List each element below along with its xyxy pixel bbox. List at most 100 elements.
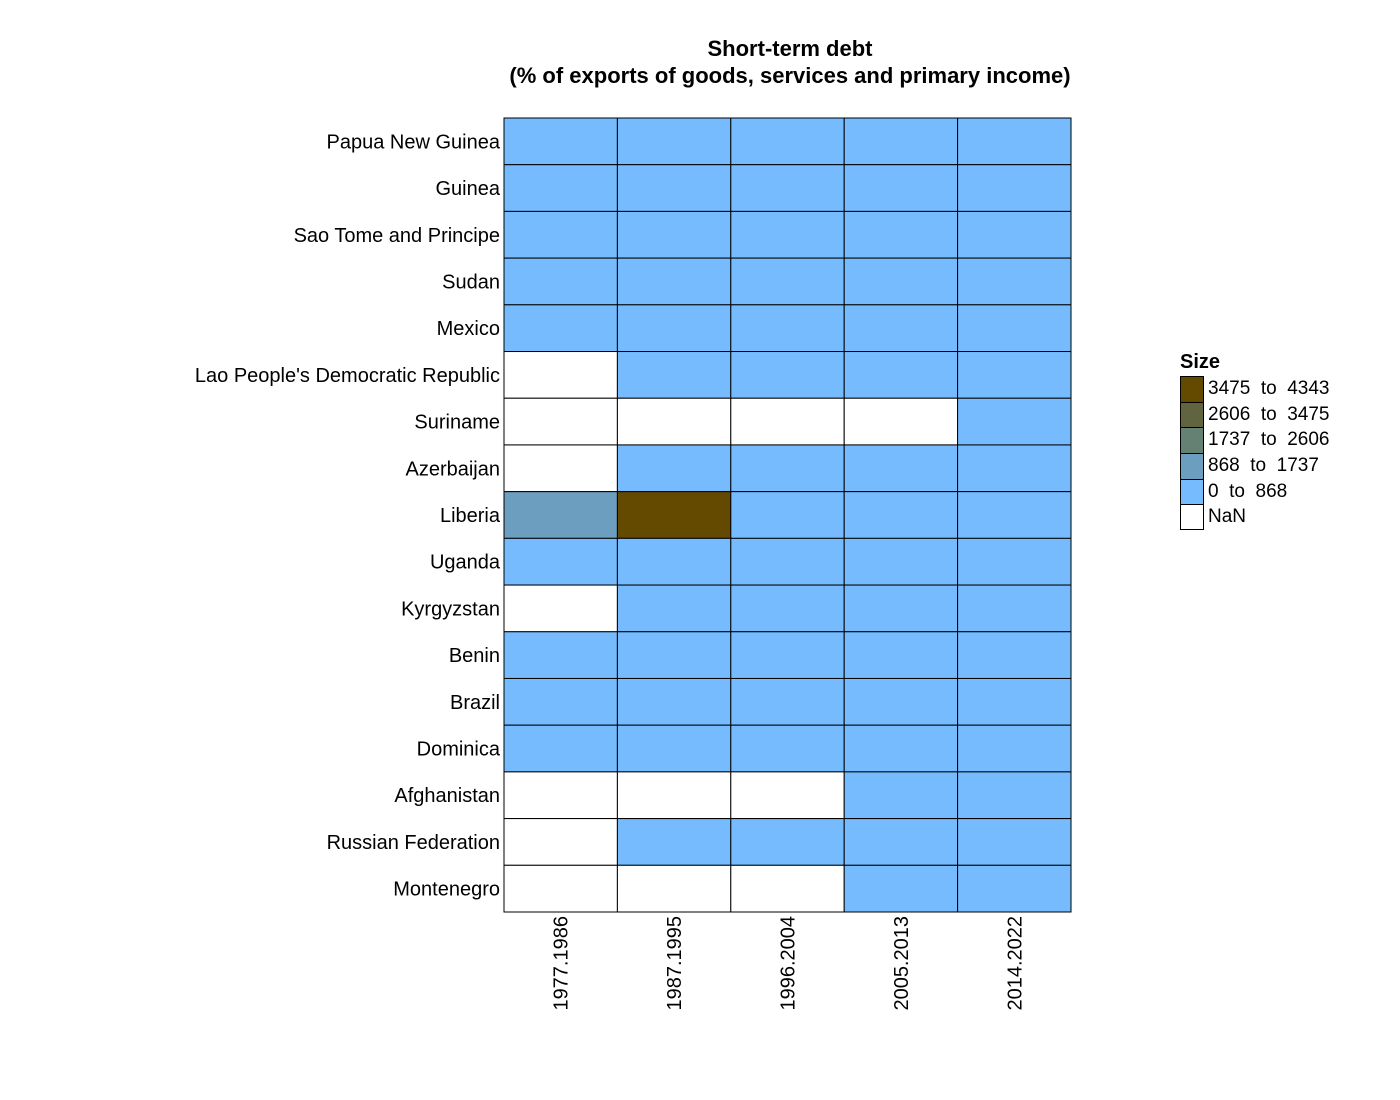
row-label: Kyrgyzstan [401, 598, 500, 620]
heatmap-cell [843, 771, 959, 820]
heatmap-cell [730, 444, 845, 493]
row-label: Azerbaijan [405, 458, 500, 480]
heatmap-cell [616, 210, 732, 259]
row-label: Dominica [417, 739, 501, 761]
heatmap-cell [616, 491, 732, 539]
legend-entry: NaN [1180, 504, 1330, 531]
legend-label: 3475 to 4343 [1208, 377, 1330, 399]
heatmap-cell [957, 491, 1072, 539]
legend-swatch [1180, 453, 1204, 479]
heatmap-cell [730, 164, 845, 212]
heatmap-cell [957, 117, 1072, 166]
row-label: Sao Tome and Principe [294, 225, 500, 247]
heatmap-cell [616, 584, 732, 633]
heatmap-cell [616, 818, 732, 866]
heatmap-cell [957, 818, 1072, 866]
heatmap-cell [843, 631, 959, 679]
heatmap-cell [730, 257, 845, 306]
heatmap-cell [957, 631, 1072, 679]
legend-label: 2606 to 3475 [1208, 403, 1330, 425]
chart-subtitle: (% of exports of goods, services and pri… [509, 63, 1071, 88]
heatmap-cell [843, 584, 959, 633]
heatmap-cell [616, 164, 732, 212]
heatmap-cell [503, 304, 618, 353]
heatmap-cell [957, 164, 1072, 212]
heatmap-cell [616, 724, 732, 773]
heatmap-cell [616, 677, 732, 726]
heatmap-cell [730, 537, 845, 586]
column-label: 1987.1995 [664, 916, 686, 1011]
legend-label: 868 to 1737 [1208, 454, 1319, 476]
heatmap-cell [503, 771, 618, 820]
row-label: Mexico [437, 318, 500, 340]
heatmap-cell [503, 351, 618, 399]
heatmap-cell [957, 351, 1072, 399]
heatmap-cell [730, 631, 845, 679]
heatmap-cell [843, 351, 959, 399]
heatmap-cell [843, 444, 959, 493]
heatmap-cell [616, 397, 732, 446]
heatmap-cell [616, 444, 732, 493]
row-label: Benin [449, 645, 500, 667]
row-label: Sudan [442, 271, 500, 293]
legend-swatch [1180, 401, 1204, 428]
heatmap-cell [730, 304, 845, 353]
heatmap-cell [843, 537, 959, 586]
heatmap-cell [730, 818, 845, 866]
heatmap-cell [730, 584, 845, 633]
heatmap-cell [730, 210, 845, 259]
heatmap-cell [503, 444, 618, 493]
heatmap-cell [843, 117, 959, 166]
row-label: Lao People's Democratic Republic [195, 365, 500, 387]
heatmap-cell [843, 677, 959, 726]
heatmap-cell [616, 351, 732, 399]
row-label: Liberia [440, 505, 501, 527]
legend-swatch [1180, 504, 1204, 531]
heatmap-cell [843, 304, 959, 353]
heatmap-cell [503, 117, 618, 166]
heatmap-cell [843, 491, 959, 539]
heatmap-cell [843, 397, 959, 446]
heatmap-cell [957, 771, 1072, 820]
heatmap-cell [957, 677, 1072, 726]
row-label: Guinea [436, 178, 501, 200]
heatmap-cell [730, 677, 845, 726]
heatmap-cell [503, 164, 618, 212]
heatmap-cell [843, 724, 959, 773]
column-label: 1977.1986 [551, 916, 573, 1011]
column-label: 1996.2004 [778, 916, 800, 1011]
legend-entry: 1737 to 2606 [1180, 427, 1330, 454]
row-label: Uganda [430, 552, 501, 574]
heatmap-cell [957, 537, 1072, 586]
heatmap-cell [730, 491, 845, 539]
legend-entry: 868 to 1737 [1180, 453, 1330, 479]
heatmap-cell [843, 818, 959, 866]
column-label: 2014.2022 [1004, 916, 1026, 1011]
heatmap-cell [616, 631, 732, 679]
legend-label: 1737 to 2606 [1208, 429, 1330, 451]
row-label: Papua New Guinea [327, 131, 501, 153]
legend-label: NaN [1208, 506, 1247, 528]
chart-title: Short-term debt [707, 36, 873, 61]
heatmap-cell [503, 397, 618, 446]
heatmap-cell [616, 117, 732, 166]
legend-title: Size [1180, 351, 1221, 373]
heatmap-cell [616, 257, 732, 306]
heatmap-cell [616, 771, 732, 820]
legend-swatch [1180, 376, 1204, 402]
heatmap-cell [503, 584, 618, 633]
row-label: Afghanistan [394, 785, 500, 807]
heatmap-cell [730, 351, 845, 399]
heatmap-cell [957, 864, 1072, 913]
heatmap-cell [730, 724, 845, 773]
heatmap-cell [957, 304, 1072, 353]
row-label: Suriname [414, 412, 500, 434]
row-label: Brazil [450, 692, 500, 714]
heatmap-cell [957, 584, 1072, 633]
heatmap-cell [957, 724, 1072, 773]
row-label: Russian Federation [327, 832, 500, 854]
row-label: Montenegro [393, 879, 500, 901]
legend-entries: 3475 to 4343 2606 to 3475 1737 to 2606 868 … [1180, 376, 1330, 531]
